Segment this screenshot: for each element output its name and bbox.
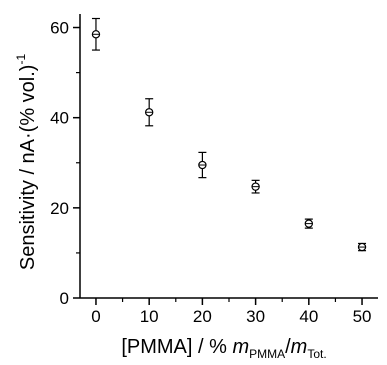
x-tick-label-0: 0	[91, 307, 100, 326]
data-point	[144, 98, 154, 127]
y-ticks: 0 20 40 60	[50, 19, 80, 308]
data-points	[91, 17, 367, 252]
y-axis-label-sup: -1	[14, 54, 28, 65]
x-ticks: 0 10 20 30 40 50	[91, 298, 371, 326]
data-point	[198, 151, 207, 179]
x-axis-label-slash: /	[285, 336, 291, 358]
x-axis-label-m2-sub: Tot.	[307, 347, 326, 361]
x-tick-label-40: 40	[299, 307, 318, 326]
y-tick-label-60: 60	[50, 19, 69, 38]
x-axis-label-m1-sub: PMMA	[249, 347, 285, 361]
data-point	[357, 242, 367, 252]
data-point	[304, 218, 314, 229]
y-axis-label: Sensitivity / nA·(% vol.)-1	[14, 54, 39, 271]
x-tick-label-50: 50	[353, 307, 372, 326]
y-tick-label-40: 40	[50, 109, 69, 128]
y-tick-label-20: 20	[50, 199, 69, 218]
x-tick-label-30: 30	[246, 307, 265, 326]
axes	[79, 14, 378, 299]
x-tick-label-10: 10	[140, 307, 159, 326]
y-axis-label-main: Sensitivity / nA·(% vol.)	[17, 65, 39, 271]
x-tick-label-20: 20	[193, 307, 212, 326]
x-axis-label-m1: m	[232, 336, 249, 358]
data-point	[91, 17, 101, 51]
data-point	[251, 179, 260, 194]
x-axis-label-prefix: [PMMA] / %	[121, 336, 232, 358]
y-tick-label-0: 0	[60, 289, 69, 308]
x-axis-label: [PMMA] / % mPMMA/mTot.	[121, 336, 326, 361]
x-axis-label-m2: m	[291, 336, 308, 358]
